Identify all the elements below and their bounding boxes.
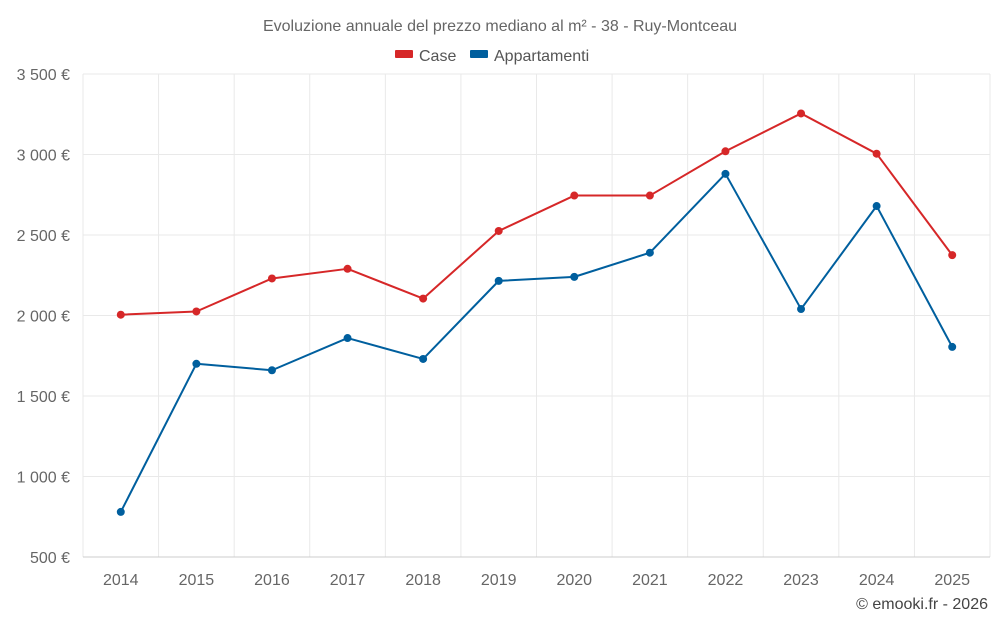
y-axis-ticks: 500 € 1 000 € 1 500 € 2 000 € 2 500 € 3 000 €… xyxy=(17,67,70,567)
data-point-case[interactable] xyxy=(721,147,730,156)
x-tick-label: 2016 xyxy=(254,572,290,589)
data-point-case[interactable] xyxy=(343,264,352,273)
y-tick-label: 3 000 € xyxy=(17,148,70,165)
x-tick-label: 2025 xyxy=(934,572,970,589)
data-point-case[interactable] xyxy=(570,191,579,200)
legend-swatch-appartamenti xyxy=(470,50,488,58)
data-point-appartamenti[interactable] xyxy=(797,305,806,314)
data-point-appartamenti[interactable] xyxy=(570,272,579,281)
x-tick-label: 2018 xyxy=(405,572,441,589)
y-tick-label: 2 000 € xyxy=(17,309,70,326)
data-point-appartamenti[interactable] xyxy=(419,354,428,363)
credit-text: © emooki.fr - 2026 xyxy=(856,596,988,613)
series-points xyxy=(116,109,957,516)
y-tick-label: 3 500 € xyxy=(17,67,70,84)
y-tick-label: 1 000 € xyxy=(17,470,70,487)
data-point-case[interactable] xyxy=(494,226,503,235)
y-tick-label: 500 € xyxy=(30,550,70,567)
data-point-case[interactable] xyxy=(645,191,654,200)
x-tick-label: 2020 xyxy=(556,572,592,589)
x-tick-label: 2014 xyxy=(103,572,139,589)
x-tick-label: 2022 xyxy=(708,572,744,589)
data-point-appartamenti[interactable] xyxy=(267,366,276,375)
data-point-case[interactable] xyxy=(267,274,276,283)
grid xyxy=(82,73,991,558)
series-lines xyxy=(119,112,954,513)
series-line-case xyxy=(119,112,954,316)
chart-title: Evoluzione annuale del prezzo mediano al… xyxy=(263,18,737,35)
x-tick-label: 2015 xyxy=(179,572,215,589)
x-tick-label: 2017 xyxy=(330,572,366,589)
data-point-appartamenti[interactable] xyxy=(948,342,957,351)
x-tick-label: 2021 xyxy=(632,572,668,589)
data-point-appartamenti[interactable] xyxy=(343,334,352,343)
x-tick-label: 2023 xyxy=(783,572,819,589)
legend-swatch-case xyxy=(395,50,413,58)
x-tick-label: 2019 xyxy=(481,572,517,589)
data-point-appartamenti[interactable] xyxy=(494,276,503,285)
series-line-appartamenti xyxy=(119,172,954,513)
data-point-case[interactable] xyxy=(419,294,428,303)
data-point-case[interactable] xyxy=(116,310,125,319)
data-point-case[interactable] xyxy=(948,251,957,260)
data-point-case[interactable] xyxy=(797,109,806,118)
data-point-appartamenti[interactable] xyxy=(872,202,881,211)
legend-label-appartamenti[interactable]: Appartamenti xyxy=(494,48,589,65)
data-point-case[interactable] xyxy=(192,307,201,316)
data-point-appartamenti[interactable] xyxy=(192,359,201,368)
legend-label-case[interactable]: Case xyxy=(419,48,456,65)
x-axis-ticks: 2014 2015 2016 2017 2018 2019 2020 2021 2022 2023… xyxy=(103,572,970,589)
y-tick-label: 2 500 € xyxy=(17,228,70,245)
legend: Case Appartamenti xyxy=(395,48,589,65)
x-tick-label: 2024 xyxy=(859,572,895,589)
data-point-case[interactable] xyxy=(872,149,881,158)
y-tick-label: 1 500 € xyxy=(17,389,70,406)
data-point-appartamenti[interactable] xyxy=(645,248,654,257)
data-point-appartamenti[interactable] xyxy=(721,169,730,178)
data-point-appartamenti[interactable] xyxy=(116,507,125,516)
